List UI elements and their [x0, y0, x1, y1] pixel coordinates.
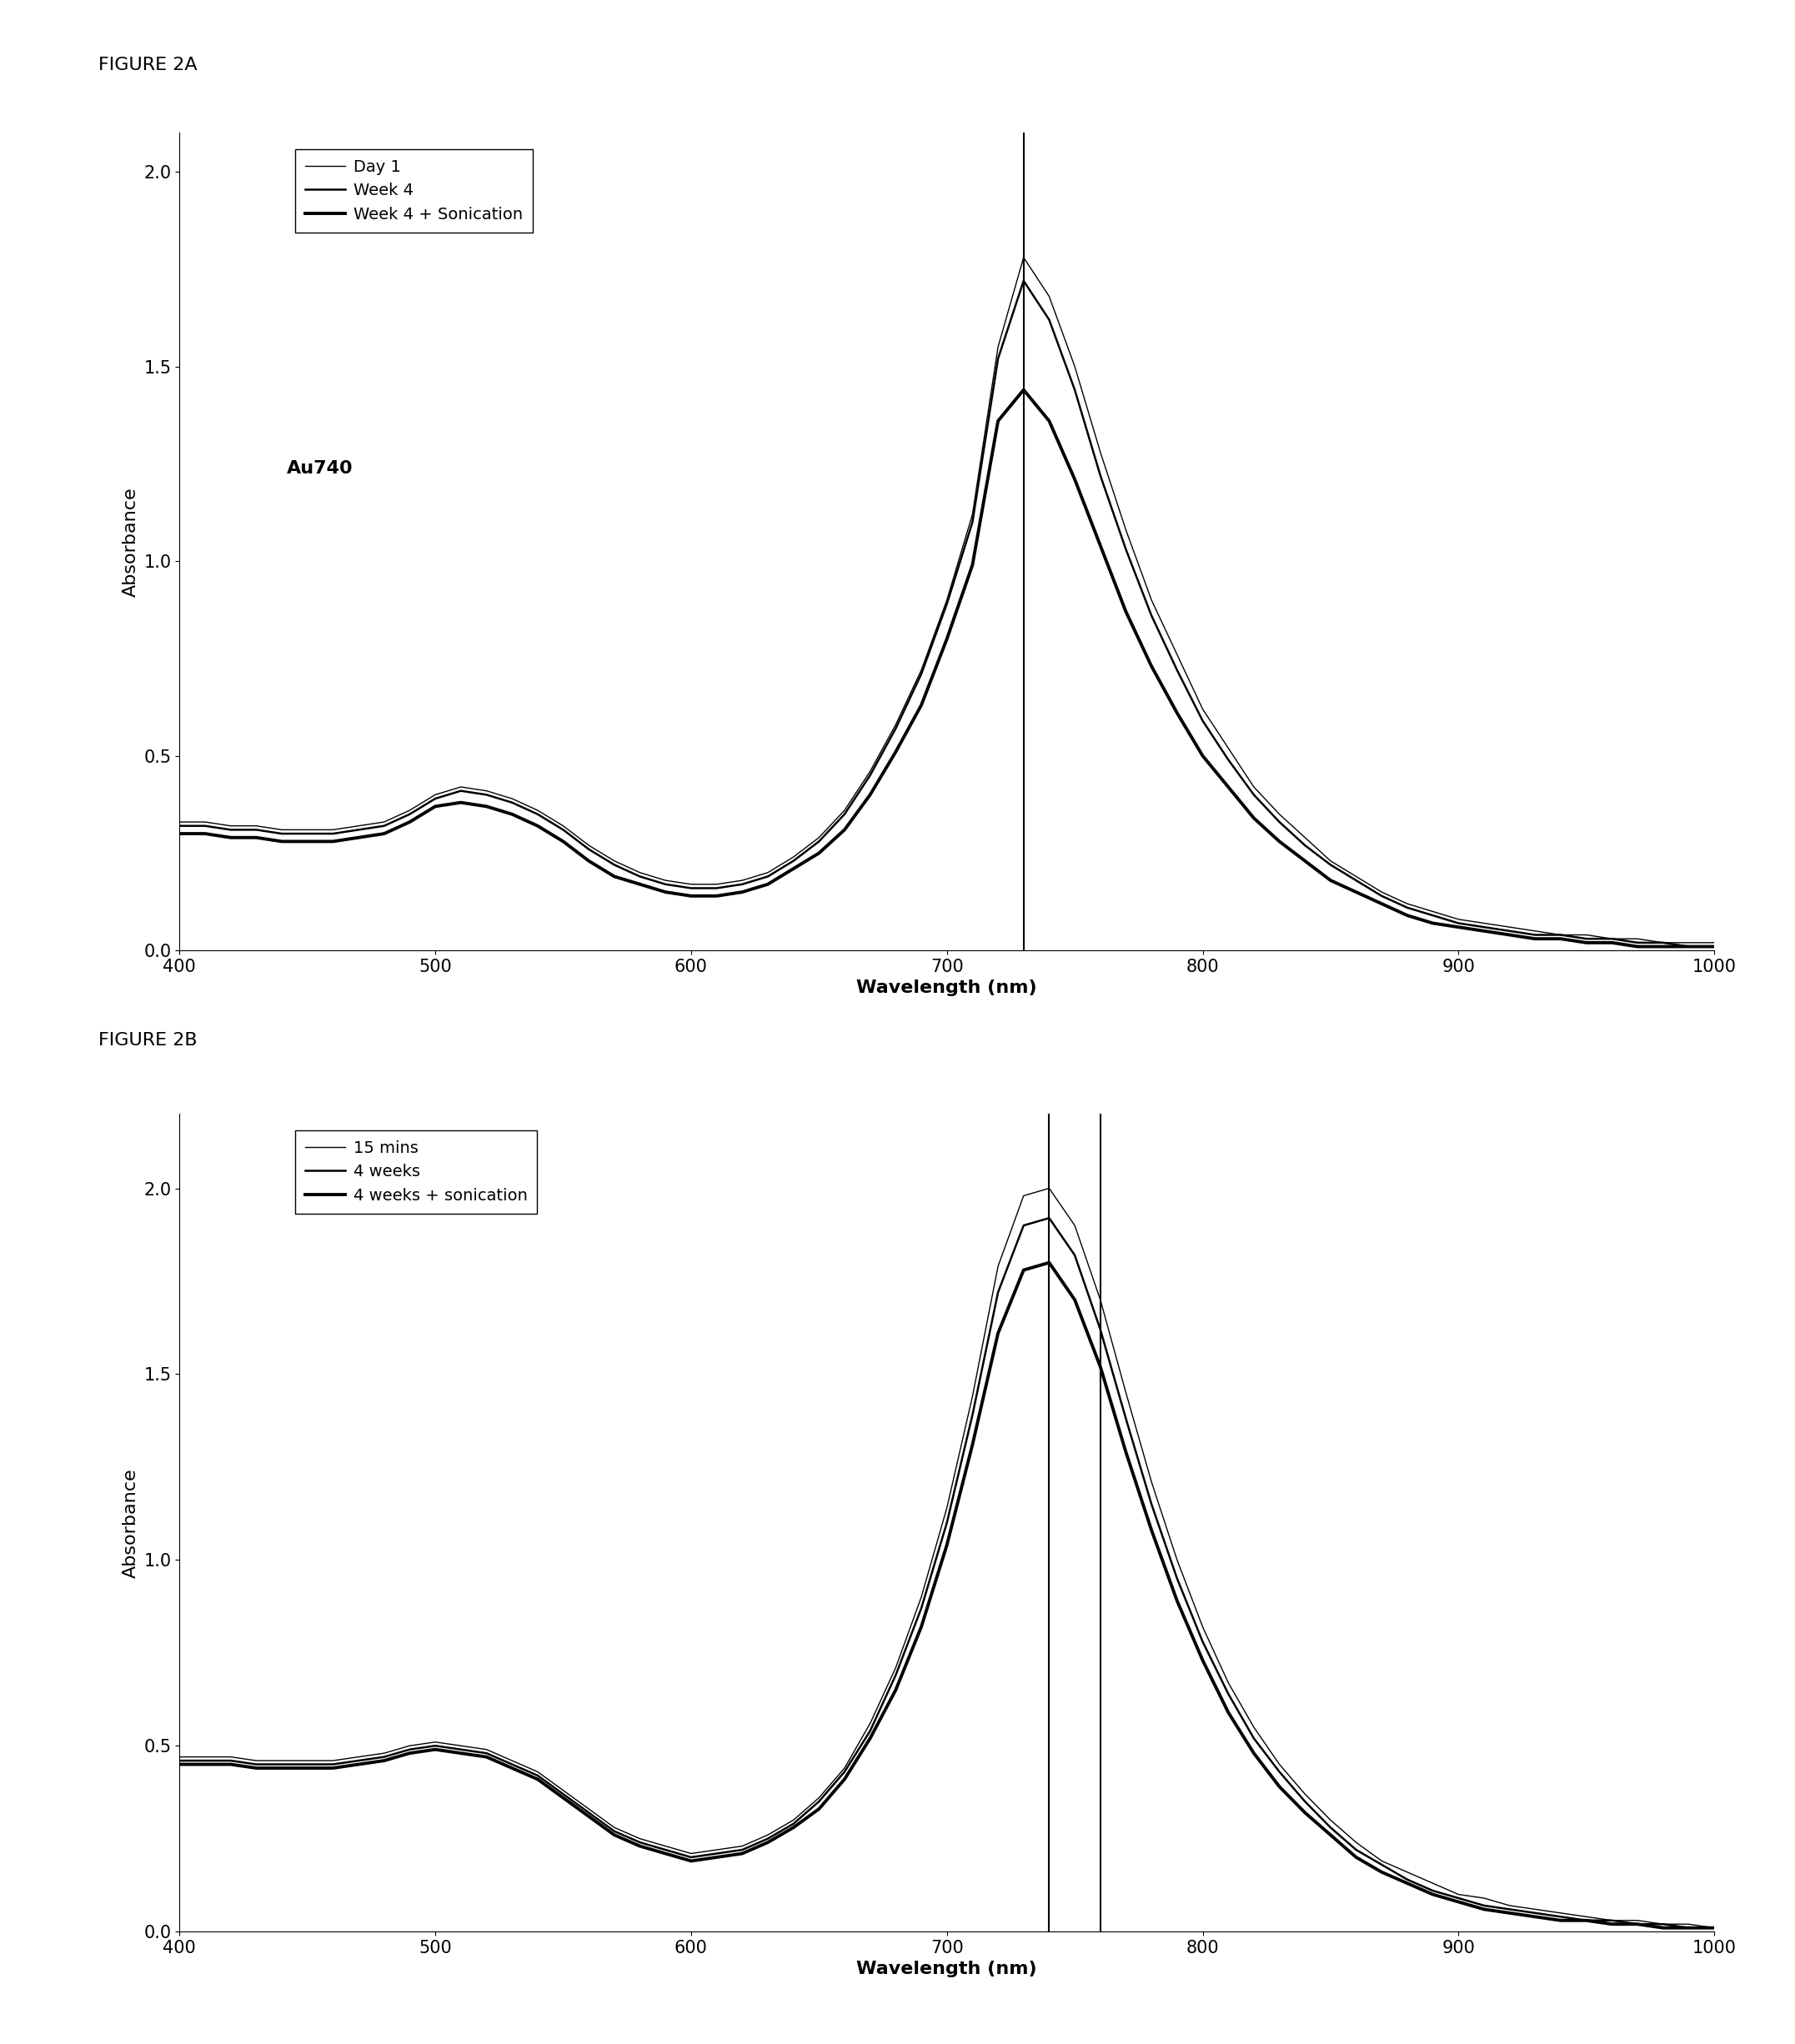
- 4 weeks + sonication: [1038, 1251, 1059, 1275]
- Week 4 + Sonication: [1524, 926, 1545, 950]
- 4 weeks: [1524, 1901, 1545, 1925]
- 15 mins: [169, 1746, 190, 1770]
- Week 4: [476, 783, 497, 807]
- Day 1: [1524, 918, 1545, 942]
- 4 weeks: [1678, 1915, 1700, 1940]
- 4 weeks: [1703, 1915, 1725, 1940]
- Day 1: [1703, 930, 1725, 955]
- Week 4: [987, 345, 1009, 370]
- 15 mins: [1524, 1897, 1545, 1921]
- Week 4: [1115, 538, 1136, 562]
- Y-axis label: Absorbance: Absorbance: [122, 486, 140, 597]
- Day 1: [1115, 517, 1136, 542]
- 4 weeks + sonication: [705, 1846, 727, 1870]
- 4 weeks: [987, 1280, 1009, 1304]
- 4 weeks: [169, 1748, 190, 1772]
- 4 weeks: [1038, 1206, 1059, 1230]
- Week 4: [169, 814, 190, 838]
- 15 mins: [528, 1760, 549, 1784]
- 4 weeks: [1115, 1406, 1136, 1431]
- Line: Week 4: Week 4: [180, 280, 1714, 946]
- Week 4: [1012, 268, 1034, 292]
- Text: FIGURE 2B: FIGURE 2B: [99, 1032, 197, 1049]
- Week 4: [1703, 934, 1725, 959]
- Day 1: [987, 335, 1009, 360]
- Week 4 + Sonication: [705, 883, 727, 908]
- 4 weeks + sonication: [476, 1746, 497, 1770]
- Line: Week 4 + Sonication: Week 4 + Sonication: [180, 390, 1714, 946]
- Text: Au740: Au740: [287, 460, 354, 476]
- Text: FIGURE 2A: FIGURE 2A: [99, 57, 197, 74]
- 4 weeks: [528, 1764, 549, 1788]
- 4 weeks: [705, 1842, 727, 1866]
- Line: 4 weeks: 4 weeks: [180, 1218, 1714, 1927]
- 4 weeks + sonication: [1524, 1905, 1545, 1930]
- Line: Day 1: Day 1: [180, 258, 1714, 942]
- 15 mins: [1703, 1915, 1725, 1940]
- 15 mins: [476, 1737, 497, 1762]
- Day 1: [476, 779, 497, 803]
- Week 4 + Sonication: [528, 814, 549, 838]
- Legend: 15 mins, 4 weeks, 4 weeks + sonication: 15 mins, 4 weeks, 4 weeks + sonication: [294, 1130, 537, 1214]
- Day 1: [1012, 245, 1034, 270]
- Y-axis label: Absorbance: Absorbance: [122, 1468, 140, 1578]
- Day 1: [528, 797, 549, 822]
- 4 weeks + sonication: [1115, 1439, 1136, 1464]
- Week 4: [705, 877, 727, 901]
- 4 weeks + sonication: [528, 1766, 549, 1791]
- Week 4 + Sonication: [1703, 934, 1725, 959]
- Week 4 + Sonication: [1115, 599, 1136, 623]
- Week 4 + Sonication: [1626, 934, 1648, 959]
- 4 weeks + sonication: [987, 1320, 1009, 1345]
- Legend: Day 1, Week 4, Week 4 + Sonication: Day 1, Week 4, Week 4 + Sonication: [294, 149, 533, 233]
- Week 4 + Sonication: [1012, 378, 1034, 403]
- 4 weeks + sonication: [1703, 1915, 1725, 1940]
- 4 weeks + sonication: [169, 1752, 190, 1776]
- Line: 4 weeks + sonication: 4 weeks + sonication: [180, 1263, 1714, 1927]
- 4 weeks + sonication: [1651, 1915, 1673, 1940]
- Week 4: [528, 801, 549, 826]
- Week 4: [1678, 934, 1700, 959]
- 4 weeks: [476, 1741, 497, 1766]
- Week 4: [1524, 922, 1545, 946]
- 15 mins: [1115, 1380, 1136, 1404]
- 15 mins: [987, 1255, 1009, 1280]
- Week 4 + Sonication: [987, 409, 1009, 433]
- Week 4 + Sonication: [476, 795, 497, 820]
- Week 4 + Sonication: [169, 822, 190, 846]
- Day 1: [169, 809, 190, 834]
- Line: 15 mins: 15 mins: [180, 1188, 1714, 1927]
- 15 mins: [1038, 1175, 1059, 1200]
- X-axis label: Wavelength (nm): Wavelength (nm): [856, 1960, 1038, 1979]
- X-axis label: Wavelength (nm): Wavelength (nm): [856, 979, 1038, 997]
- 15 mins: [705, 1838, 727, 1862]
- Day 1: [705, 873, 727, 897]
- Day 1: [1651, 930, 1673, 955]
